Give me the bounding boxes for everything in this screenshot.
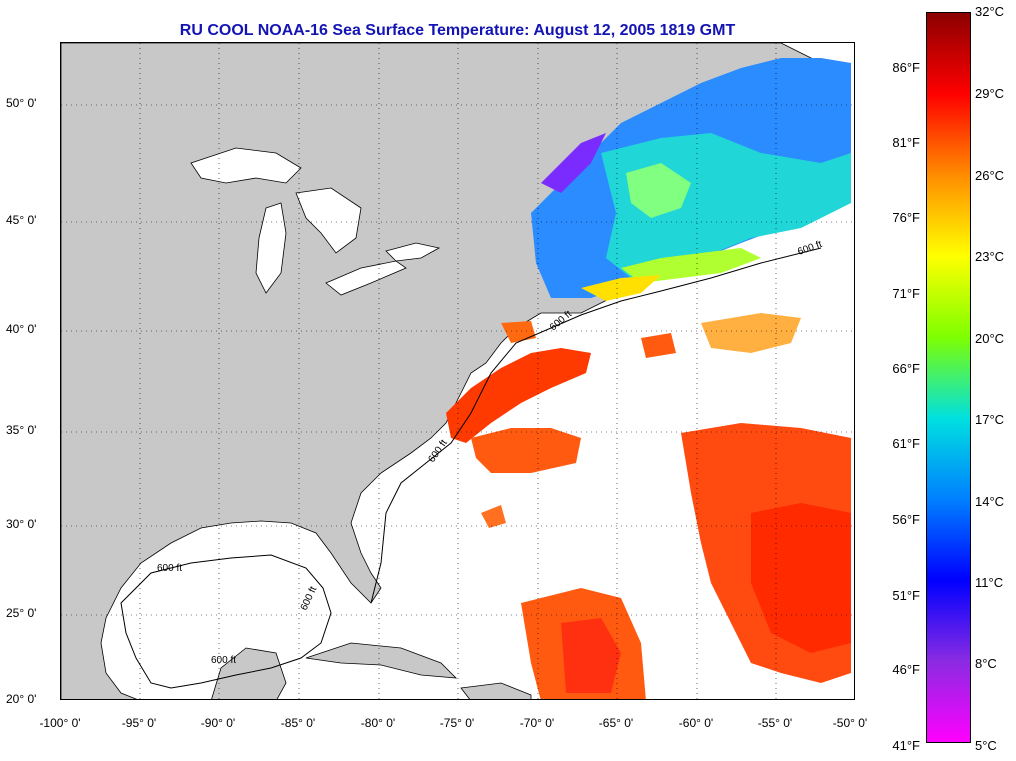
lake-superior — [190, 147, 302, 184]
lon-label: -95° 0' — [121, 716, 157, 730]
colorbar-celsius-label: 17°C — [975, 412, 1005, 427]
colorbar-celsius-label: 26°C — [975, 168, 1005, 183]
yucatan-land — [211, 647, 287, 699]
contour-label-florida: 600 ft — [299, 585, 320, 613]
isobath-600ft-atlantic — [370, 247, 822, 604]
colorbar-fahrenheit-label: 71°F — [892, 286, 920, 301]
colorbar-celsius-label: 11°C — [975, 575, 1004, 590]
hispaniola-land — [460, 682, 532, 699]
lon-label: -50° 0' — [832, 716, 868, 730]
cuba-land — [305, 642, 458, 679]
lon-label: -60° 0' — [678, 716, 714, 730]
lat-label: 35° 0' — [6, 423, 37, 437]
colorbar-celsius-label: 14°C — [975, 494, 1005, 509]
colorbar-fahrenheit-label: 66°F — [892, 361, 920, 376]
lake-ontario — [385, 242, 441, 262]
sst-northern-cold-water — [531, 58, 851, 301]
lon-label: -90° 0' — [200, 716, 236, 730]
isobath-600ft-gulf — [120, 554, 332, 689]
contour-label-nova-scotia: 600 ft — [796, 239, 823, 258]
contour-label-gulf: 600 ft — [157, 563, 182, 574]
lon-label: -75° 0' — [439, 716, 475, 730]
sst-map: 600 ft 600 ft 600 ft 600 ft 600 ft 600 f… — [60, 42, 855, 700]
contour-label-gulf-south: 600 ft — [211, 655, 236, 666]
temperature-colorbar — [926, 12, 971, 743]
lake-erie — [325, 260, 407, 296]
colorbar-fahrenheit-label: 56°F — [892, 512, 920, 527]
map-canvas: 600 ft 600 ft 600 ft 600 ft 600 ft 600 f… — [61, 43, 854, 699]
lat-label: 20° 0' — [6, 692, 37, 706]
map-title: RU COOL NOAA-16 Sea Surface Temperature:… — [179, 22, 736, 39]
lake-michigan — [255, 202, 287, 294]
colorbar-fahrenheit-label: 76°F — [892, 210, 920, 225]
lat-label: 45° 0' — [6, 213, 37, 227]
colorbar-fahrenheit-label: 41°F — [892, 738, 920, 753]
colorbar-celsius-label: 8°C — [975, 656, 997, 671]
lat-label: 40° 0' — [6, 322, 37, 336]
colorbar-celsius-label: 23°C — [975, 249, 1005, 264]
colorbar-celsius-label: 5°C — [975, 738, 997, 753]
lon-label: -80° 0' — [360, 716, 396, 730]
colorbar-fahrenheit-label: 46°F — [892, 662, 920, 677]
lake-huron — [295, 187, 362, 254]
lon-label: -65° 0' — [598, 716, 634, 730]
lat-label: 25° 0' — [6, 606, 37, 620]
lon-label: -70° 0' — [519, 716, 555, 730]
contour-label-atlantic: 600 ft — [426, 438, 449, 465]
colorbar-fahrenheit-label: 81°F — [892, 135, 920, 150]
colorbar-fahrenheit-label: 86°F — [892, 60, 920, 75]
colorbar-fahrenheit-label: 61°F — [892, 436, 920, 451]
colorbar-fahrenheit-label: 51°F — [892, 588, 920, 603]
colorbar-celsius-label: 29°C — [975, 86, 1005, 101]
sst-southern-warm-water — [521, 423, 851, 699]
colorbar-celsius-label: 32°C — [975, 4, 1005, 19]
colorbar-celsius-label: 20°C — [975, 331, 1005, 346]
lon-label: -100° 0' — [39, 716, 81, 730]
lat-label: 50° 0' — [6, 96, 37, 110]
lon-label: -85° 0' — [280, 716, 316, 730]
lat-label: 30° 0' — [6, 517, 37, 531]
lon-label: -55° 0' — [757, 716, 793, 730]
